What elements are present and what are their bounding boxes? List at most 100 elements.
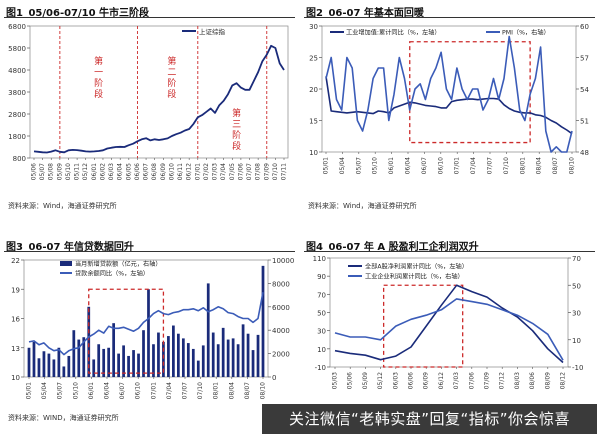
x-tick-label: 05/12	[377, 372, 384, 389]
x-tick-label: 08/06	[529, 372, 536, 389]
bar-new-loans	[186, 343, 190, 377]
chart-panel-fig1: 图1 05/06-07/10 牛市三阶段 800 1800 2800 3800 4800…	[0, 0, 299, 214]
bar-new-loans	[256, 334, 260, 377]
highlight-box	[382, 284, 464, 368]
legend-label: 全部A股净利润累计同比（%，左轴）	[365, 263, 468, 271]
x-tick-label: 07/06	[237, 163, 244, 180]
bar-new-loans	[122, 345, 125, 377]
bar-new-loans	[102, 348, 106, 377]
x-tick-label: 06/01	[88, 382, 95, 399]
x-tick-label: 07/12	[499, 372, 506, 389]
y-tick-label: 3800	[8, 89, 26, 97]
chart-title: 图1 05/06-07/10 牛市三阶段	[6, 8, 150, 19]
bar-new-loans	[42, 351, 46, 377]
chart-plot: 10 13 16 19 22 0 2000 4000 6000 8000 10000 05/01 05/…	[11, 257, 294, 399]
x-tick-label: 05/09	[56, 163, 63, 180]
bar-new-loans	[172, 325, 175, 377]
bar-new-loans	[137, 353, 140, 377]
legend-label: 工业增加值:累计同比（%，左轴）	[346, 29, 441, 37]
y-tick-label: 4800	[8, 67, 26, 75]
bar-new-loans	[117, 353, 120, 377]
bar-new-loans	[167, 336, 170, 377]
bar-new-loans	[201, 345, 205, 377]
y-tick-label: 800	[13, 155, 26, 163]
x-tick-label: 07/07	[182, 382, 189, 399]
x-tick-label: 06/05	[125, 163, 132, 180]
bar-new-loans	[206, 283, 210, 377]
y-tick-label: 30	[309, 23, 318, 31]
x-tick-label: 05/10	[372, 157, 379, 174]
series-line-loan-balance-yoy	[28, 292, 264, 356]
x-tick-label: 07/09	[484, 372, 491, 389]
y-tick-label-right: 54	[580, 86, 589, 94]
x-tick-label: 07/10	[197, 382, 204, 399]
bar-new-loans	[261, 265, 265, 377]
x-tick-label: 06/04	[104, 382, 111, 399]
x-tick-label: 06/10	[168, 163, 175, 180]
stage-annotation-char: 三	[232, 120, 241, 130]
y-tick-label-right: -10	[572, 364, 583, 372]
y-tick-label-right: 0	[272, 374, 276, 382]
x-tick-label: 06/06	[408, 372, 415, 389]
bar-new-loans	[37, 358, 41, 377]
x-tick-label: 05/08	[48, 163, 55, 180]
chart-source: 资料来源：WIND，海通证券研究所	[8, 414, 119, 422]
legend-label: 当月新增贷款额（亿元，右轴）	[75, 260, 162, 268]
y-tick-label: 15	[309, 118, 318, 126]
title-divider	[4, 251, 295, 252]
bar-new-loans	[236, 344, 240, 377]
x-tick-label: 08/04	[536, 157, 543, 174]
plot-frame	[321, 25, 577, 153]
bar-new-loans	[57, 347, 61, 377]
bar-new-loans	[72, 330, 76, 377]
bar-new-loans	[231, 338, 235, 377]
chart-title: 图4 06-07 年 A 股盈利工企利润双升	[306, 242, 479, 253]
x-tick-label: 06/03	[392, 372, 399, 389]
x-tick-label: 06/09	[423, 372, 430, 389]
y-tick-label: 90	[317, 273, 326, 281]
stage-annotation-char: 阶	[94, 77, 103, 89]
x-tick-label: 07/10	[272, 163, 279, 180]
x-tick-label: 07/02	[203, 163, 210, 180]
y-tick-label: 19	[11, 286, 20, 294]
series-line-industrial-value-added	[325, 76, 573, 135]
y-tick-label-right: 30	[572, 310, 581, 318]
y-tick-label-right: 2000	[272, 351, 290, 359]
y-tick-label-right: 57	[580, 55, 589, 63]
y-tick-label: 5800	[8, 45, 26, 53]
series-line-shanghai-composite	[33, 44, 285, 154]
x-tick-label: 06/10	[437, 157, 444, 174]
x-tick-label: 05/07	[355, 157, 362, 174]
y-tick-label-right: 10	[572, 337, 581, 345]
x-tick-label: 05/01	[26, 382, 33, 399]
x-tick-label: 07/11	[281, 163, 288, 180]
x-tick-label: 05/12	[82, 163, 89, 180]
stage-annotation-char: 阶	[167, 77, 176, 89]
legend-label: 上证综指	[199, 27, 226, 36]
bar-new-loans	[152, 344, 155, 377]
x-tick-label: 06/07	[421, 157, 428, 174]
x-tick-label: 05/06	[347, 372, 354, 389]
x-tick-label: 06/04	[405, 157, 412, 174]
y-tick-label-right: 51	[580, 118, 589, 126]
bar-new-loans	[196, 360, 200, 377]
bar-new-loans	[67, 355, 71, 377]
bar-new-loans	[97, 344, 101, 377]
stage-annotation-char: 第	[232, 107, 241, 119]
y-tick-label-right: 70	[572, 255, 581, 263]
bar-new-loans	[221, 327, 225, 377]
x-tick-label: 06/09	[160, 163, 167, 180]
x-tick-label: 05/03	[332, 372, 339, 389]
y-tick-label: 13	[11, 345, 20, 353]
bar-new-loans	[226, 339, 230, 377]
chart-panel-fig4: 图4 06-07 年 A 股盈利工企利润双升 -10 10 30 50 70 90 110-…	[300, 220, 599, 436]
x-tick-label: 06/11	[177, 163, 184, 180]
stage-annotation-char: 第	[167, 55, 176, 67]
y-tick-label: 10	[11, 374, 20, 382]
x-tick-label: 08/01	[519, 157, 526, 174]
bar-new-loans	[241, 324, 245, 377]
x-tick-label: 07/10	[503, 157, 510, 174]
y-tick-label-right: 4000	[272, 327, 290, 335]
x-tick-label: 07/04	[166, 382, 173, 399]
chart-panel-fig3: 图3 06-07 年信贷数据回升 10 13 16 19 22 0 2000 4000 6000…	[0, 220, 299, 436]
